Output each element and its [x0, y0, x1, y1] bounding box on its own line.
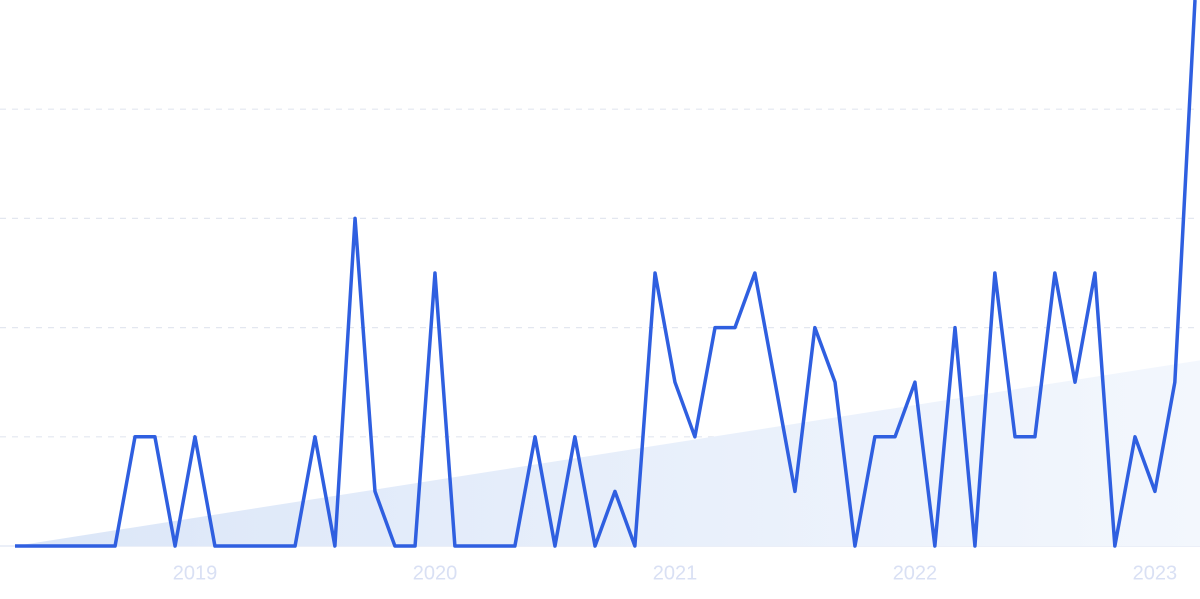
x-tick-label: 2019: [173, 562, 218, 584]
x-tick-label: 2021: [653, 562, 698, 584]
line: [15, 0, 1197, 548]
x-tick-label: 2022: [893, 562, 938, 584]
x-tick-label: 2023: [1133, 562, 1178, 584]
trend-area: [15, 360, 1200, 546]
x-tick-label: 2020: [413, 562, 458, 584]
